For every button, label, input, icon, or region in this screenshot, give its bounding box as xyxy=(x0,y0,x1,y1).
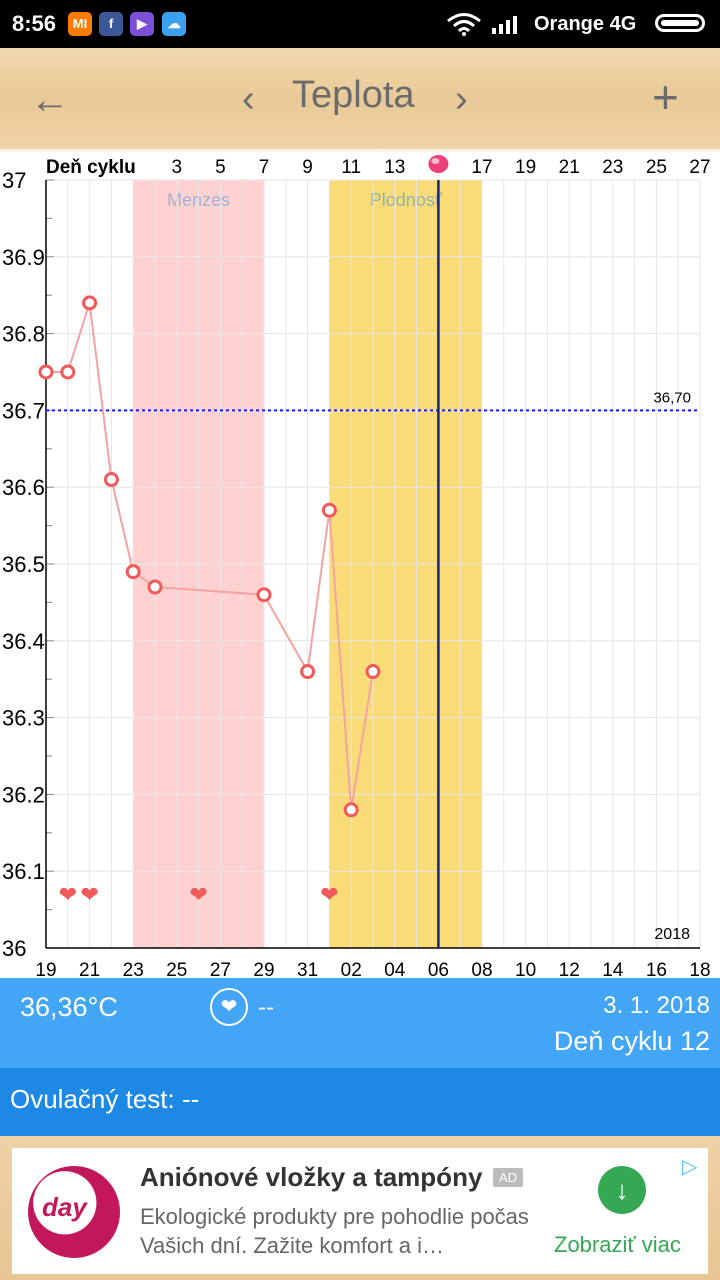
top-axis-label: 9 xyxy=(302,157,313,178)
y-tick-label: 36 xyxy=(2,936,26,961)
temperature-point[interactable] xyxy=(321,502,337,518)
temperature-point[interactable] xyxy=(343,802,359,818)
y-tick-label: 36.1 xyxy=(2,859,45,884)
x-tick-label: 19 xyxy=(35,960,56,978)
wifi-icon xyxy=(447,13,481,36)
ovulation-test-label: Ovulačný test: -- xyxy=(10,1084,200,1114)
temperature-point[interactable] xyxy=(82,295,98,311)
mi-icon: MI xyxy=(68,12,92,36)
top-axis-label: 13 xyxy=(384,157,405,178)
page-title: Teplota xyxy=(292,74,415,116)
download-icon[interactable]: ↓ xyxy=(598,1166,646,1214)
chart-band-label: Plodnosť xyxy=(370,190,442,210)
temperature-point[interactable] xyxy=(256,587,272,603)
top-axis-label: 25 xyxy=(646,157,667,178)
status-bar: 8:56 MI f ▶ ☁ Orange 4G xyxy=(0,0,720,48)
x-tick-label: 31 xyxy=(297,960,318,978)
ad-container: day Aniónové vložky a tampóny AD Ekologi… xyxy=(0,1136,720,1280)
x-tick-label: 06 xyxy=(428,960,449,978)
temperature-chart[interactable]: Menzes Plodnosť 37 36.9 36.8 36.7 36.6 36.5 36.4… xyxy=(0,152,720,978)
ovulation-test-row[interactable]: Ovulačný test: -- xyxy=(0,1068,720,1136)
chart-canvas[interactable]: Menzes Plodnosť3736.936.836.736.636.536.4… xyxy=(0,152,720,978)
x-tick-label: 16 xyxy=(646,960,667,978)
battery-icon xyxy=(655,14,705,32)
temperature-point[interactable] xyxy=(365,664,381,680)
cycle-day: Deň cyklu 12 xyxy=(553,1026,710,1056)
x-tick-label: 10 xyxy=(515,960,536,978)
ad-title[interactable]: Aniónové vložky a tampóny xyxy=(140,1162,483,1192)
play-store-icon: ▶ xyxy=(130,12,154,36)
year-label: 2018 xyxy=(654,926,690,943)
x-tick-label: 29 xyxy=(253,960,274,978)
signal-icon xyxy=(492,16,517,34)
x-tick-label: 23 xyxy=(123,960,144,978)
temperature-point[interactable] xyxy=(147,579,163,595)
y-tick-label: 37 xyxy=(2,168,26,193)
x-tick-label: 14 xyxy=(602,960,624,978)
heart-marker-icon: ❤ xyxy=(59,882,77,907)
selected-date: 3. 1. 2018 xyxy=(603,992,710,1019)
previous-chevron-icon[interactable]: ‹ xyxy=(242,78,255,120)
temperature-value: 36,36°C xyxy=(20,992,118,1022)
ad-banner[interactable]: day Aniónové vložky a tampóny AD Ekologi… xyxy=(12,1148,708,1274)
ad-description: Ekologické produkty pre pohodlie počas V… xyxy=(140,1204,529,1258)
day-info-panel[interactable]: 36,36°C ❤ -- 3. 1. 2018 Deň cyklu 12 xyxy=(0,978,720,1068)
back-arrow-icon[interactable]: ← xyxy=(30,78,70,122)
heart-marker-icon: ❤ xyxy=(80,882,98,907)
ad-logo xyxy=(28,1166,120,1258)
y-tick-label: 36.9 xyxy=(2,245,45,270)
ovulation-marker-highlight xyxy=(431,158,440,164)
ad-choices-icon[interactable]: ▷ xyxy=(682,1156,698,1178)
top-axis-label: 11 xyxy=(341,157,361,178)
heart-marker-icon: ❤ xyxy=(189,882,207,907)
top-axis-label: 27 xyxy=(689,157,710,178)
next-chevron-icon[interactable]: › xyxy=(455,78,468,120)
y-tick-label: 36.6 xyxy=(2,475,45,500)
top-axis-label: 7 xyxy=(259,157,270,178)
top-axis-label: 17 xyxy=(471,157,492,178)
add-icon[interactable]: + xyxy=(652,71,679,123)
top-axis-label: 21 xyxy=(559,157,580,178)
reference-label: 36,70 xyxy=(653,389,691,406)
y-tick-label: 36.3 xyxy=(2,706,45,731)
y-tick-label: 36.7 xyxy=(2,398,45,423)
x-tick-label: 25 xyxy=(166,960,187,978)
top-axis-label: 5 xyxy=(215,157,226,178)
top-axis-label: 3 xyxy=(172,157,183,178)
weather-icon: ☁ xyxy=(162,12,186,36)
top-axis-label: 19 xyxy=(515,157,536,178)
toolbar: ← ‹ Teplota › + xyxy=(0,48,720,152)
ad-logo-text: day xyxy=(42,1192,87,1222)
ad-cta-button[interactable]: Zobraziť viac xyxy=(554,1232,681,1257)
carrier-label: Orange 4G xyxy=(534,13,637,35)
x-tick-label: 04 xyxy=(384,960,406,978)
y-tick-label: 36.5 xyxy=(2,552,45,577)
x-tick-label: 02 xyxy=(341,960,362,978)
x-tick-label: 12 xyxy=(559,960,580,978)
heart-value: -- xyxy=(258,994,274,1021)
heart-icon: ❤ xyxy=(210,988,248,1026)
temperature-point[interactable] xyxy=(60,364,76,380)
ovulation-marker-icon xyxy=(428,155,449,173)
temperature-point[interactable] xyxy=(125,564,141,580)
y-tick-label: 36.4 xyxy=(2,629,45,654)
status-time: 8:56 xyxy=(12,11,57,36)
x-tick-label: 21 xyxy=(79,960,100,978)
x-tick-label: 08 xyxy=(471,960,492,978)
top-axis-title: Deň cyklu xyxy=(46,157,136,178)
temperature-point[interactable] xyxy=(38,364,54,380)
x-tick-label: 27 xyxy=(210,960,231,978)
x-tick-label: 18 xyxy=(689,960,710,978)
heart-marker-icon: ❤ xyxy=(320,882,338,907)
y-tick-label: 36.8 xyxy=(2,322,45,347)
temperature-point[interactable] xyxy=(300,664,316,680)
facebook-icon: f xyxy=(99,12,123,36)
ad-badge: AD xyxy=(493,1168,524,1187)
top-axis-label: 23 xyxy=(602,157,623,178)
y-tick-label: 36.2 xyxy=(2,782,45,807)
temperature-point[interactable] xyxy=(103,472,119,488)
